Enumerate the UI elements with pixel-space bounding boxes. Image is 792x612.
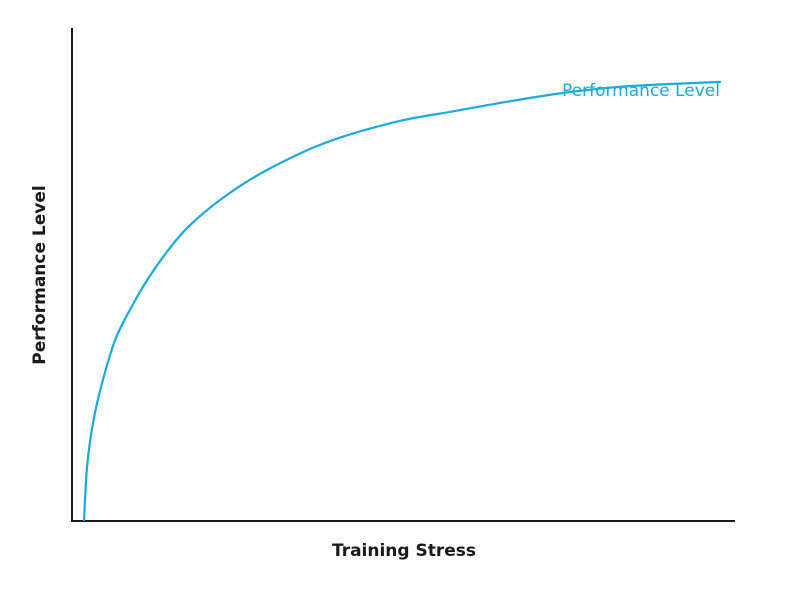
x-axis-label: Training Stress (332, 541, 476, 561)
series-label-performance-level: Performance Level (562, 81, 720, 101)
y-axis-label: Performance Level (30, 185, 50, 364)
data-points (82, 80, 722, 522)
series-line-performance-level (82, 80, 722, 522)
